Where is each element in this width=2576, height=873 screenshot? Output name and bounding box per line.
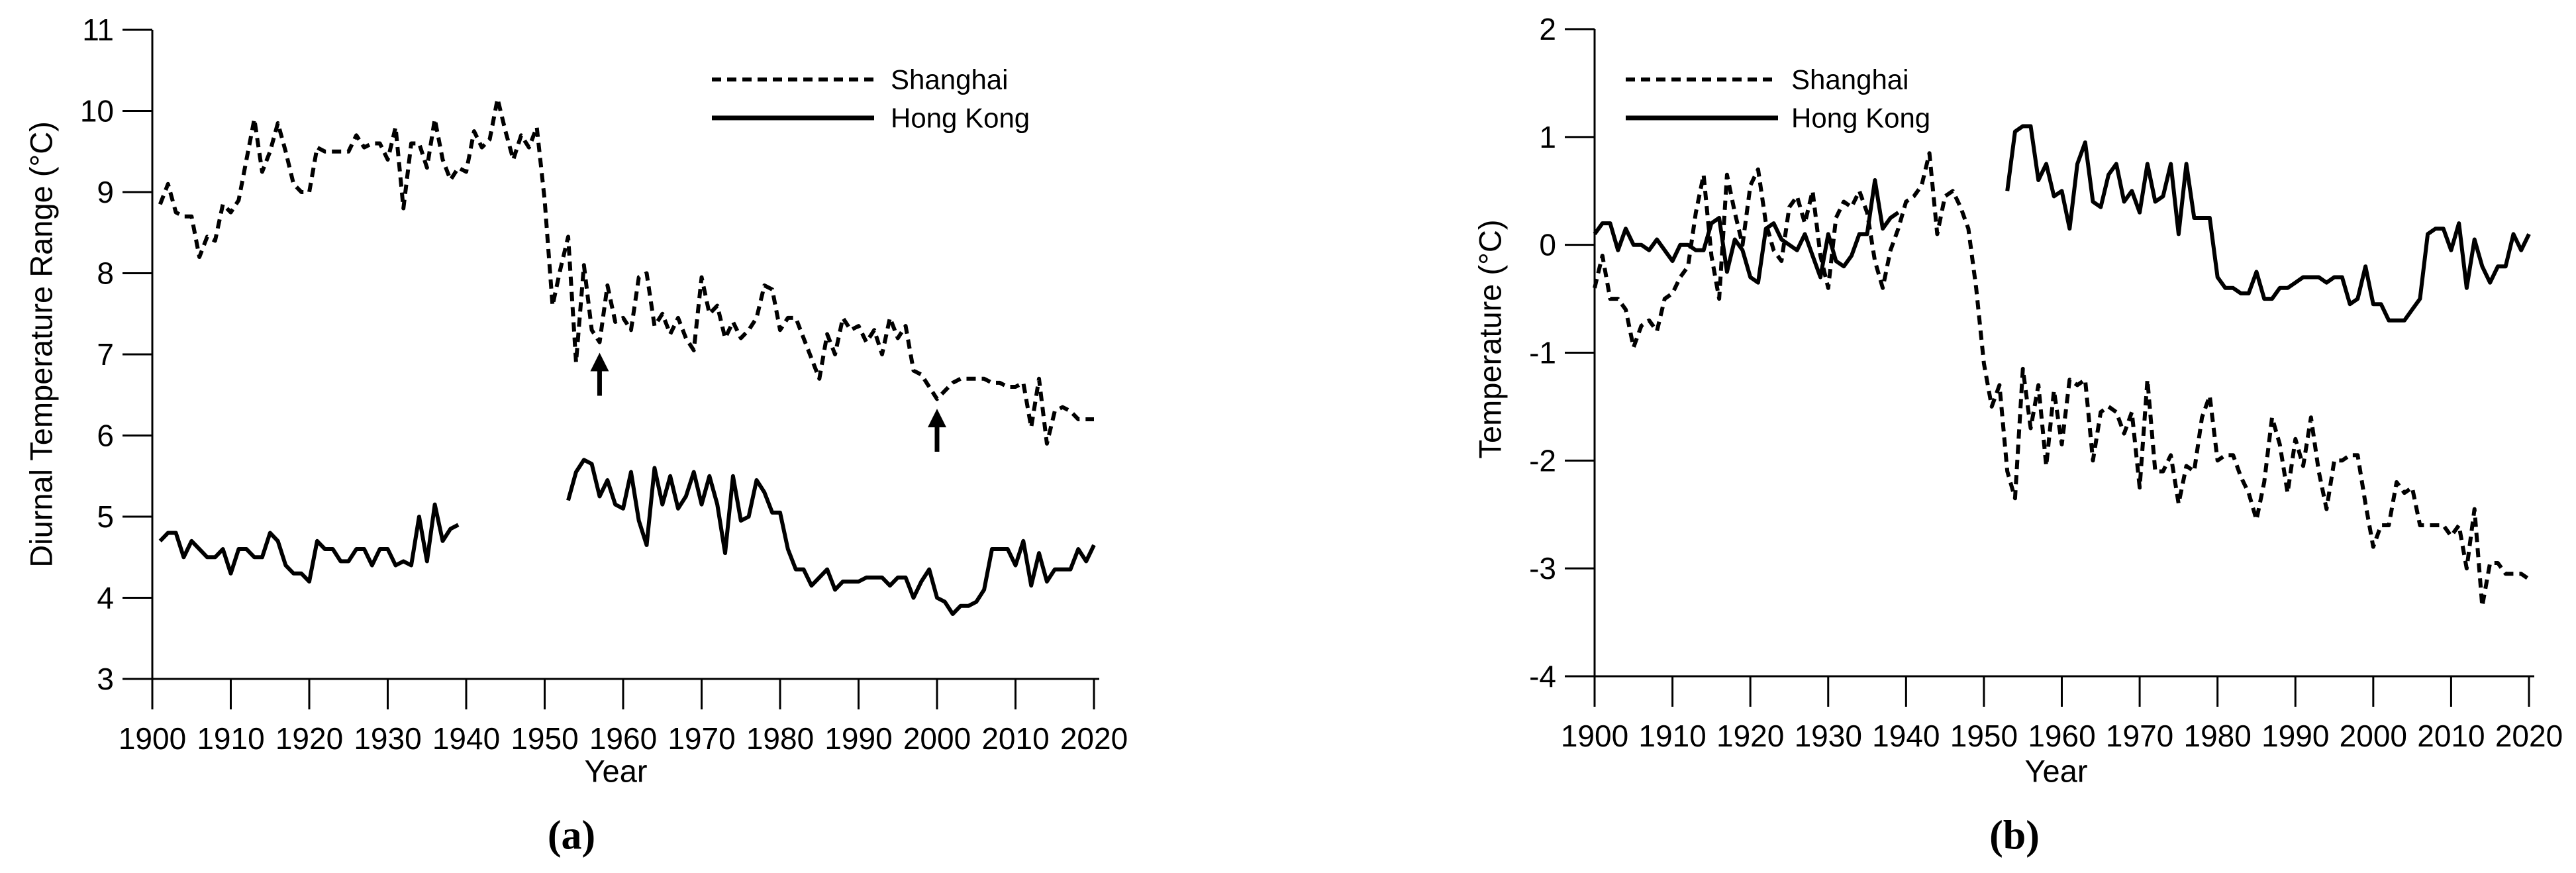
shanghai-series-line [1593, 151, 2530, 609]
chart-b-caption: (b) [1989, 813, 2040, 858]
chart-b-y-axis-title: Temperature (°C) [1472, 219, 1508, 459]
y-tick-label: 11 [82, 13, 114, 47]
x-tick-label: 1950 [1950, 719, 2018, 753]
x-tick-label: 1940 [1872, 719, 1940, 753]
y-tick-label: 3 [97, 662, 114, 696]
x-tick-label: 1910 [1638, 719, 1706, 753]
hong-kong-series-line [158, 458, 1096, 616]
x-tick-label: 1980 [746, 721, 814, 756]
legend-label: Hong Kong [891, 103, 1030, 134]
y-tick-label: 0 [1539, 228, 1556, 262]
chart-a-x-axis-title: Year [584, 753, 648, 789]
x-tick-label: 1920 [275, 721, 343, 756]
x-tick-label: 1910 [197, 721, 264, 756]
x-tick-label: 1900 [1561, 719, 1628, 753]
x-tick-label: 1940 [432, 721, 500, 756]
legend: Shanghai Hong Kong [712, 64, 1030, 134]
chart-a: 3 4 5 6 7 8 9 10 11 1900 1910 1920 1930 1940 1950 1960 1… [80, 13, 1128, 756]
chart-a-y-axis-title: Diurnal Temperature Range (°C) [23, 121, 59, 568]
y-tick-label: -4 [1529, 659, 1556, 693]
x-tick-label: 1990 [2261, 719, 2329, 753]
legend-label: Shanghai [1791, 64, 1909, 95]
axes: 3 4 5 6 7 8 9 10 11 1900 1910 1920 1930 1940 1950 1960 1… [80, 13, 1128, 756]
y-tick-label: -2 [1529, 443, 1556, 478]
y-tick-label: 7 [97, 337, 114, 372]
station-move-arrow [928, 409, 946, 452]
y-tick-label: 6 [97, 419, 114, 453]
y-tick-label: 10 [80, 94, 114, 128]
x-tick-label: 1900 [119, 721, 186, 756]
x-tick-label: 1980 [2183, 719, 2251, 753]
station-move-arrow [590, 352, 609, 396]
x-tick-label: 2020 [2495, 719, 2563, 753]
x-tick-label: 2010 [981, 721, 1049, 756]
y-tick-label: 5 [97, 499, 114, 534]
x-tick-label: 1920 [1716, 719, 1784, 753]
y-tick-label: 9 [97, 175, 114, 209]
chart-a-caption: (a) [547, 813, 596, 858]
y-tick-label: -3 [1529, 551, 1556, 586]
legend-label: Shanghai [891, 64, 1009, 95]
x-tick-label: 1960 [2028, 719, 2095, 753]
x-tick-label: 1990 [824, 721, 892, 756]
x-tick-label: 1970 [2106, 719, 2173, 753]
y-tick-label: -1 [1529, 336, 1556, 370]
x-tick-label: 1930 [1795, 719, 1862, 753]
chart-b-x-axis-title: Year [2024, 753, 2088, 789]
x-tick-label: 2010 [2417, 719, 2485, 753]
shanghai-series-line [158, 97, 1094, 446]
x-tick-label: 2020 [1060, 721, 1128, 756]
y-tick-label: 4 [97, 581, 114, 615]
x-tick-label: 1930 [354, 721, 421, 756]
x-tick-label: 2000 [903, 721, 971, 756]
legend: Shanghai Hong Kong [1626, 64, 1930, 134]
x-tick-label: 1970 [668, 721, 735, 756]
x-tick-label: 1950 [511, 721, 578, 756]
x-tick-label: 2000 [2340, 719, 2407, 753]
hong-kong-series-line [1593, 124, 2531, 323]
y-tick-label: 2 [1539, 12, 1556, 46]
legend-label: Hong Kong [1791, 103, 1930, 134]
y-tick-label: 1 [1539, 120, 1556, 154]
y-tick-label: 8 [97, 256, 114, 291]
axes: -4 -3 -2 -1 0 1 2 1900 1910 1920 1930 1940 1950 1960 1… [1529, 12, 2563, 753]
x-tick-label: 1960 [589, 721, 657, 756]
chart-b: -4 -3 -2 -1 0 1 2 1900 1910 1920 1930 1940 1950 1960 1… [1529, 12, 2563, 753]
